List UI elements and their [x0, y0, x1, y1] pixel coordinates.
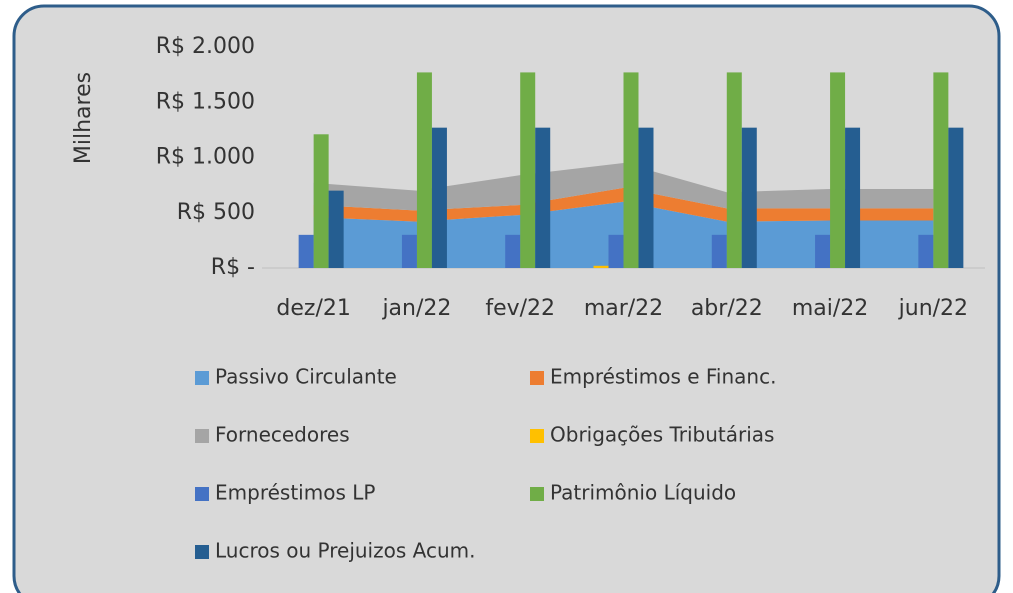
bar	[948, 127, 964, 268]
legend-label: Fornecedores	[215, 423, 350, 447]
bar	[608, 234, 624, 268]
x-tick-label: dez/21	[276, 296, 350, 321]
bar	[741, 127, 757, 268]
bar	[520, 72, 536, 268]
legend-swatch	[195, 371, 209, 385]
legend-label: Obrigações Tributárias	[550, 423, 774, 447]
legend-label: Empréstimos e Financ.	[550, 365, 776, 389]
bar	[431, 127, 447, 268]
legend-label: Passivo Circulante	[215, 365, 397, 389]
legend-label: Empréstimos LP	[215, 481, 375, 505]
bar	[830, 72, 846, 268]
y-axis-label: Milhares	[71, 72, 96, 164]
bar	[711, 234, 727, 268]
bar	[328, 190, 344, 268]
y-tick-label: R$ 500	[177, 200, 255, 225]
legend-label: Lucros ou Prejuizos Acum.	[215, 539, 475, 563]
bar	[933, 72, 949, 268]
x-tick-label: fev/22	[485, 296, 555, 321]
y-tick-label: R$ 1.500	[156, 89, 255, 114]
bar	[623, 72, 639, 268]
x-tick-label: jun/22	[898, 296, 968, 321]
legend-swatch	[195, 487, 209, 501]
legend-label: Patrimônio Líquido	[550, 481, 736, 505]
bar	[416, 72, 432, 268]
legend-swatch	[530, 429, 544, 443]
legend-swatch	[195, 545, 209, 559]
bar	[593, 265, 609, 268]
legend-swatch	[195, 429, 209, 443]
y-tick-label: R$ -	[211, 255, 255, 280]
bar	[845, 127, 861, 268]
bar	[638, 127, 654, 268]
x-tick-label: mai/22	[792, 296, 868, 321]
bar	[401, 234, 417, 268]
bar	[726, 72, 742, 268]
area	[313, 187, 934, 222]
bar	[505, 234, 521, 268]
x-tick-label: mar/22	[584, 296, 663, 321]
legend-swatch	[530, 487, 544, 501]
x-tick-label: jan/22	[381, 296, 451, 321]
bar	[535, 127, 551, 268]
bar	[918, 234, 934, 268]
y-tick-label: R$ 1.000	[156, 145, 255, 170]
bar	[313, 134, 329, 268]
x-tick-label: abr/22	[691, 296, 763, 321]
y-tick-label: R$ 2.000	[156, 34, 255, 59]
legend-swatch	[530, 371, 544, 385]
bar	[815, 234, 831, 268]
bar	[298, 234, 314, 268]
